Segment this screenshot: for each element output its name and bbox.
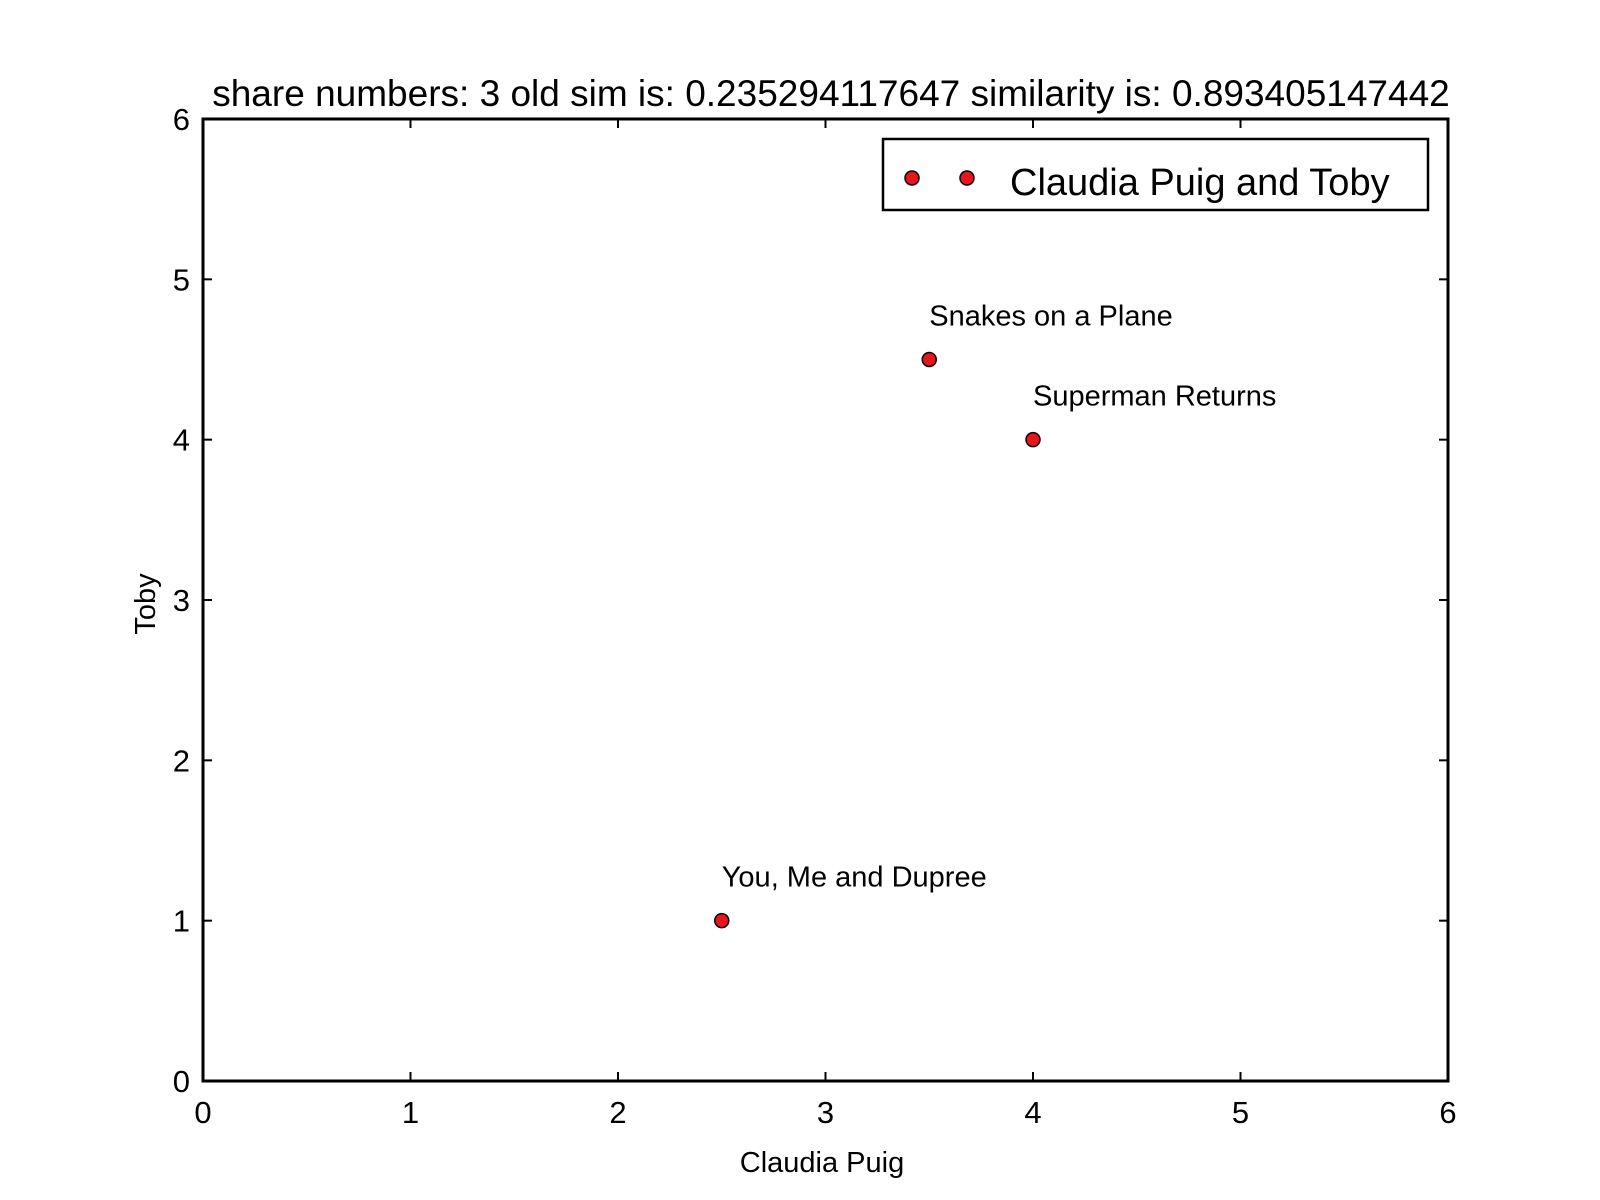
legend-marker	[959, 170, 975, 186]
x-tick-label: 1	[402, 1095, 419, 1130]
y-tick-label: 1	[173, 904, 190, 939]
legend: Claudia Puig and Toby	[881, 137, 1430, 212]
data-point	[714, 912, 730, 929]
data-point	[921, 351, 937, 368]
y-tick-label: 3	[173, 583, 190, 618]
chart-title: share numbers: 3 old sim is: 0.235294117…	[212, 73, 1450, 114]
y-tick-label: 4	[173, 423, 190, 458]
y-tick-labels: 0 1 2 3 4 5 6	[173, 102, 190, 1099]
y-tick-label: 5	[173, 262, 190, 297]
x-tick-label: 4	[1024, 1095, 1041, 1130]
y-axis-label: Toby	[130, 573, 162, 635]
plot-frame	[201, 117, 1450, 1083]
x-tick-label: 3	[817, 1095, 834, 1130]
y-tick-label: 6	[173, 102, 190, 137]
legend-label: Claudia Puig and Toby	[1010, 162, 1390, 204]
y-tick-label: 0	[173, 1064, 190, 1099]
data-point	[1025, 431, 1041, 448]
point-label: Superman Returns	[1033, 381, 1276, 413]
x-tick-label: 2	[609, 1095, 626, 1130]
x-tick-label: 0	[194, 1095, 211, 1130]
x-axis-label: Claudia Puig	[740, 1147, 904, 1179]
point-label: Snakes on a Plane	[929, 301, 1172, 333]
y-tick-label: 2	[173, 743, 190, 778]
x-tick-label: 6	[1439, 1095, 1456, 1130]
x-tick-label: 5	[1232, 1095, 1249, 1130]
data-points	[714, 351, 1041, 929]
x-tick-labels: 0 1 2 3 4 5 6	[194, 1095, 1456, 1130]
point-label: You, Me and Dupree	[722, 862, 987, 894]
point-labels: You, Me and Dupree Snakes on a Plane Super…	[722, 301, 1277, 894]
axis-ticks	[202, 118, 1449, 1082]
legend-marker	[904, 170, 920, 186]
